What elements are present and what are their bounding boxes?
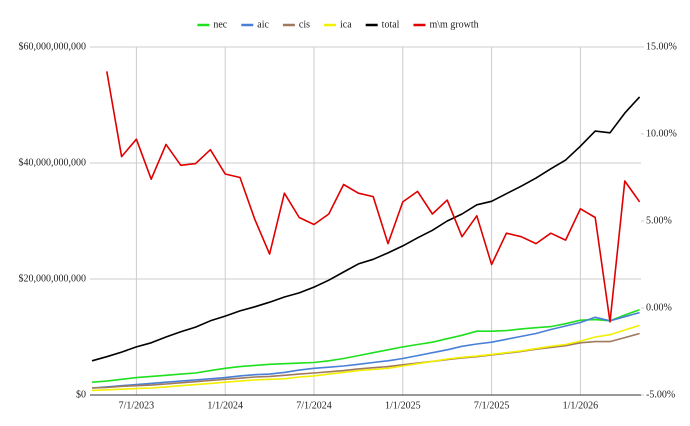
y2-tick-label: 0.00% (646, 302, 672, 313)
series-line (91, 96, 641, 362)
y-tick-label: $60,000,000,000 (19, 41, 87, 52)
series-line (91, 324, 640, 392)
x-tick-label: 7/1/2025 (474, 400, 510, 411)
y-tick-label: $20,000,000,000 (19, 273, 87, 284)
legend-label: nec (213, 19, 227, 30)
y2-tick-label: -5.00% (646, 389, 675, 400)
x-tick-label: 1/1/2026 (563, 400, 599, 411)
y-tick-label: $0 (76, 389, 86, 400)
series-line (106, 71, 641, 323)
legend-label: ica (340, 19, 352, 30)
series-line (91, 332, 640, 389)
x-tick-label: 1/1/2024 (207, 400, 243, 411)
legend-label: aic (257, 19, 269, 30)
series-line (91, 311, 640, 389)
y2-tick-label: 15.00% (646, 41, 677, 52)
legend-label: total (382, 19, 400, 30)
legend-label: m\m growth (429, 19, 478, 30)
x-tick-label: 7/1/2023 (119, 400, 155, 411)
x-tick-label: 1/1/2025 (385, 400, 421, 411)
x-tick-label: 7/1/2024 (296, 400, 332, 411)
series-line (91, 308, 640, 383)
y2-tick-label: 10.00% (646, 128, 677, 139)
legend-label: cis (299, 19, 310, 30)
y-tick-label: $40,000,000,000 (19, 157, 87, 168)
y2-tick-label: 5.00% (646, 215, 672, 226)
